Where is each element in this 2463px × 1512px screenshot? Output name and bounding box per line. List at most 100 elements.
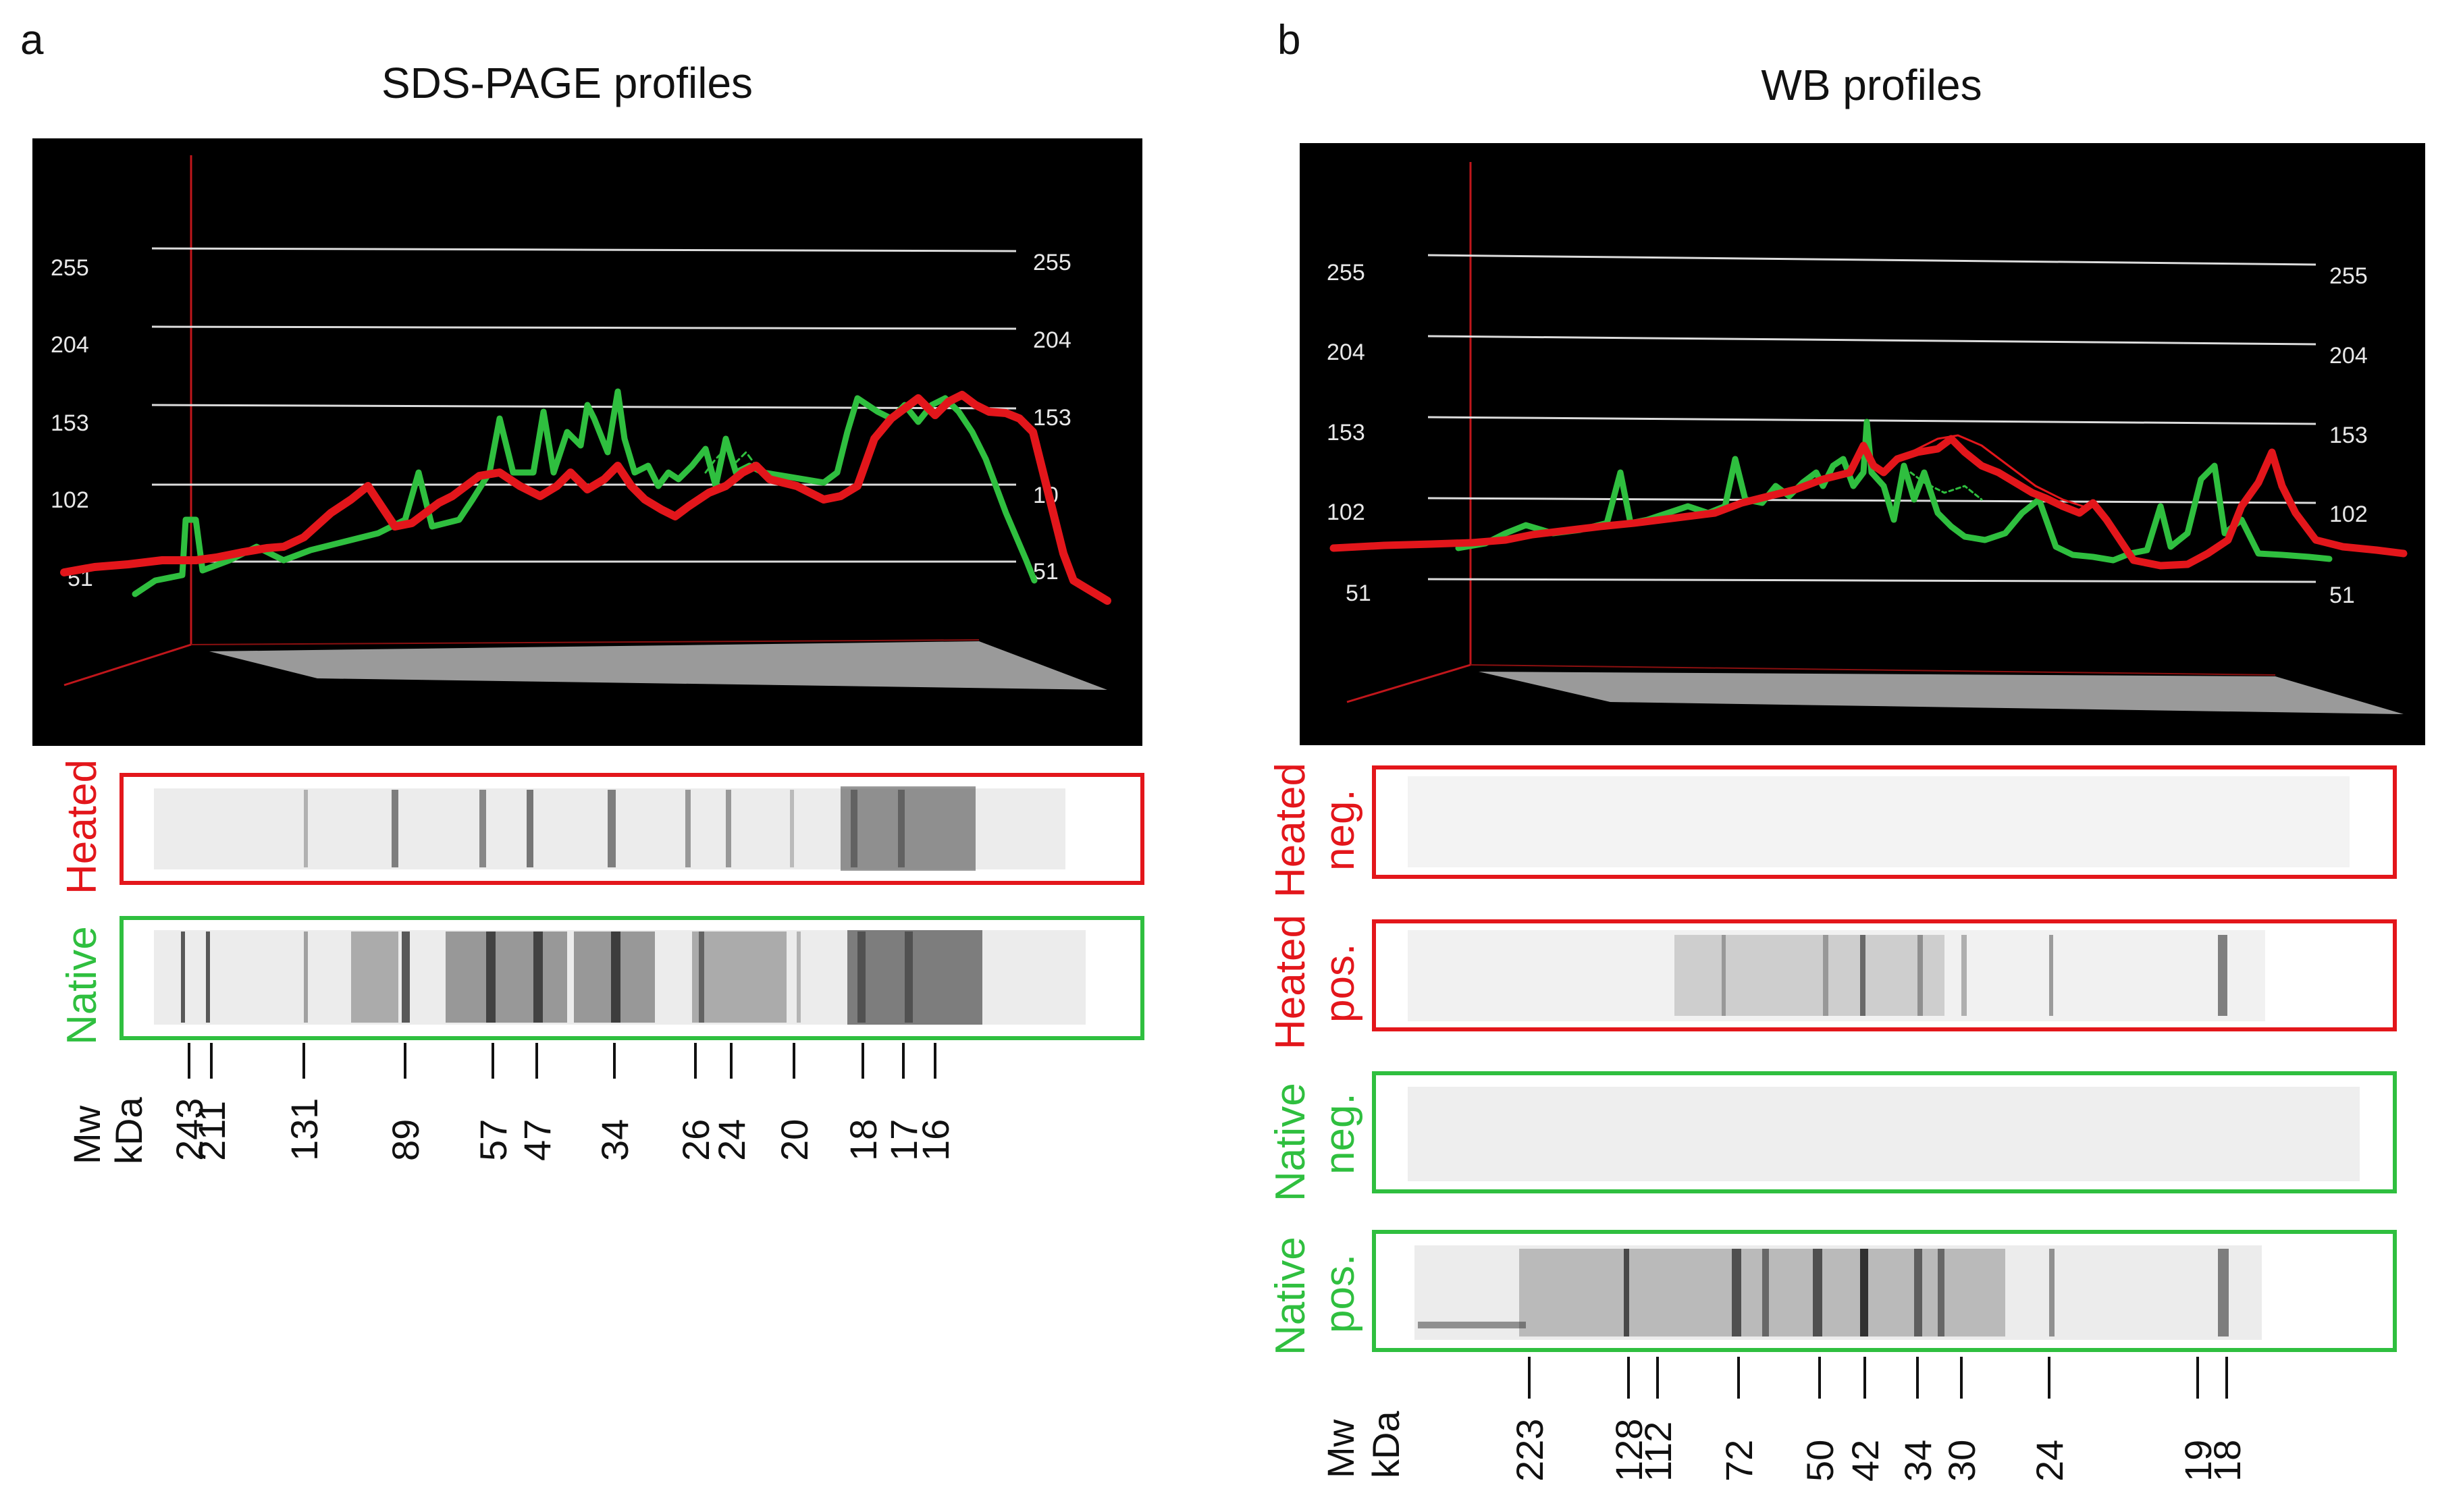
- panel-b-lane-heated-pos-bands: [1674, 935, 2227, 1016]
- band: [1813, 1249, 1822, 1336]
- panel-a-letter: a: [20, 17, 44, 63]
- panel-b-mw-label: 112: [1637, 1422, 1679, 1482]
- band: [608, 790, 616, 867]
- panel-b-lane-native-neg-frame: [1372, 1071, 2397, 1193]
- panel-b-series-heated: [1329, 435, 2408, 570]
- panel-a-mw-label: 16: [914, 1119, 957, 1161]
- panel-b-tick-left: 255: [1327, 260, 1365, 286]
- band: [1418, 1322, 1526, 1328]
- panel-a-series-heated: [60, 391, 1111, 605]
- panel-a-tick-right: 153: [1033, 405, 1071, 431]
- panel-a: a SDS-PAGE profiles 255 204 153: [20, 17, 1144, 1164]
- panel-b-gridline: [1427, 335, 2316, 346]
- panel-b-gridline: [1427, 578, 2316, 583]
- panel-a-mw-label: 34: [593, 1119, 636, 1161]
- band: [1674, 935, 1944, 1016]
- band: [905, 932, 913, 1023]
- panel-a-mw-label: 17: [882, 1119, 925, 1161]
- band: [857, 932, 866, 1023]
- panel-a-lane-heated-bands: [304, 786, 976, 871]
- band: [1917, 935, 1923, 1016]
- panel-b-lane-native-pos: Native pos.: [1267, 1230, 2397, 1355]
- panel-a-tick-left: 255: [51, 255, 89, 281]
- panel-b-lanes: Heated neg. Heated pos.: [1267, 763, 2397, 1355]
- band: [1914, 1249, 1922, 1336]
- panel-b-depth-axis: [1346, 664, 1471, 703]
- band: [797, 932, 801, 1023]
- panel-b-lane-native-pos-frame: [1372, 1230, 2397, 1352]
- panel-a-floor: [209, 641, 1107, 690]
- band: [402, 932, 410, 1023]
- panel-a-tick-right: 204: [1033, 327, 1071, 353]
- panel-b-lane-heated-pos-label-1: Heated: [1267, 915, 1314, 1050]
- panel-a-lanes: Heated: [59, 759, 1144, 1045]
- band: [685, 790, 691, 867]
- panel-a-mw-label: 57: [472, 1119, 514, 1161]
- panel-a-lane-native-bands: [181, 930, 982, 1025]
- panel-a-mw-label: 24: [710, 1119, 753, 1161]
- band: [692, 932, 787, 1023]
- panel-b-gridline: [1427, 254, 2316, 266]
- panel-b-lane-native-neg-label-1: Native: [1267, 1083, 1314, 1202]
- panel-b-lane-heated-neg-frame: [1372, 765, 2397, 879]
- panel-b-series-native-dash: [1909, 471, 1983, 501]
- band: [304, 932, 308, 1023]
- panel-b-floor: [1479, 672, 2404, 714]
- panel-b-y-ticks-right: 255 204 153 102 51: [2329, 263, 2368, 608]
- panel-a-profile-chart: 255 204 153 102 51 255 204 153 10 51: [32, 138, 1142, 746]
- panel-b-series: [1329, 418, 2408, 570]
- panel-a-mw-label: 243: [168, 1098, 211, 1161]
- panel-b-mw-label: 72: [1718, 1440, 1760, 1482]
- panel-a-lane-native-label: Native: [59, 926, 105, 1045]
- panel-b-mw-header-kda: kDa: [1365, 1411, 1407, 1478]
- panel-a-gridline: [151, 325, 1017, 330]
- band: [392, 790, 398, 867]
- band: [699, 932, 704, 1023]
- panel-a-mw-label: 211: [190, 1101, 233, 1161]
- panel-b-mw-label: 19: [2177, 1440, 2219, 1482]
- band: [1860, 1249, 1868, 1336]
- band: [2218, 935, 2227, 1016]
- band: [479, 790, 486, 867]
- panel-a-mw-header-mw: Mw: [65, 1105, 108, 1164]
- panel-a-tick-left: 102: [51, 487, 89, 513]
- band: [726, 790, 731, 867]
- band: [611, 932, 620, 1023]
- band: [527, 790, 533, 867]
- band: [533, 932, 543, 1023]
- band: [206, 932, 210, 1023]
- band: [181, 932, 185, 1023]
- panel-b-series-heated-thin: [1882, 434, 2084, 508]
- panel-a-y-ticks-left: 255 204 153 102 51: [51, 255, 93, 591]
- panel-b-tick-right: 204: [2329, 343, 2368, 369]
- band: [2049, 1249, 2055, 1336]
- panel-b-lane-native-pos-smear: [1414, 1245, 2262, 1340]
- band: [2218, 1249, 2229, 1336]
- panel-a-lane-heated: Heated: [59, 759, 1144, 894]
- panel-b-gridlines: [1427, 254, 2316, 583]
- panel-a-tick-right: 255: [1033, 250, 1071, 275]
- panel-a-mw-label: 89: [384, 1119, 427, 1161]
- panel-b-mw-label: 24: [2028, 1440, 2071, 1482]
- panel-b-mw-label: 18: [2206, 1440, 2248, 1482]
- band: [351, 932, 398, 1023]
- panel-b-tick-left: 102: [1327, 500, 1365, 525]
- panel-b-mw-label: 34: [1897, 1440, 1939, 1482]
- panel-b-lane-native-pos-bands: [1418, 1249, 2229, 1336]
- panel-b-mw-label: 128: [1608, 1419, 1650, 1482]
- panel-a-lane-native: Native: [59, 916, 1144, 1045]
- panel-b-lane-heated-neg-smear: [1408, 776, 2350, 867]
- panel-a-mw-label: 47: [516, 1119, 558, 1161]
- panel-b-mw-label: 42: [1844, 1440, 1886, 1482]
- panel-b-title: WB profiles: [1761, 61, 1982, 109]
- panel-a-mw-header-kda: kDa: [107, 1097, 150, 1164]
- band: [1722, 935, 1726, 1016]
- panel-b-tick-right: 255: [2329, 263, 2368, 289]
- panel-b-mw-header-mw: Mw: [1319, 1419, 1362, 1478]
- panel-b-mw-label: 30: [1940, 1440, 1983, 1482]
- panel-b-tick-right: 153: [2329, 423, 2368, 448]
- panel-b-tick-right: 102: [2329, 502, 2368, 527]
